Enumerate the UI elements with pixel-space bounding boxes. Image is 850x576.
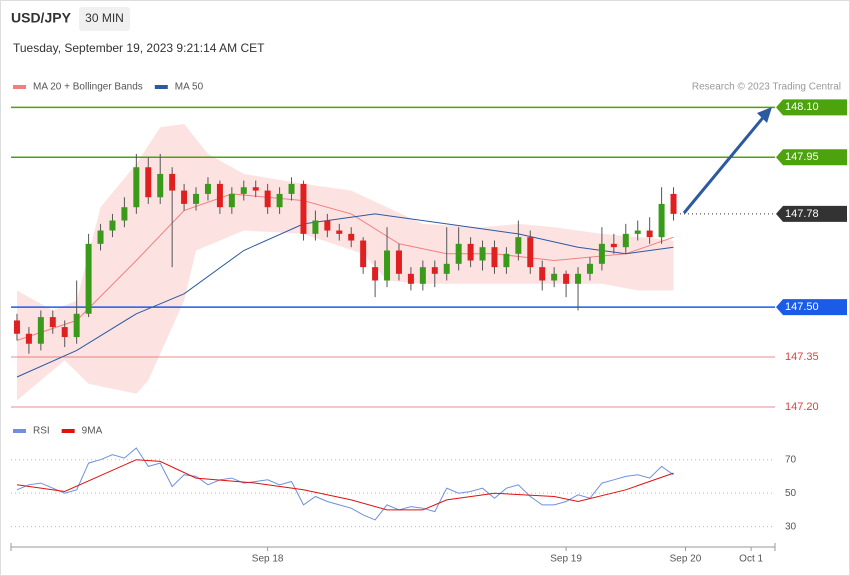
candle-body bbox=[455, 243, 462, 264]
level-tag bbox=[776, 299, 847, 316]
level-tag bbox=[776, 205, 847, 222]
x-tick-label: Sep 19 bbox=[550, 554, 582, 565]
candle-body bbox=[467, 243, 474, 261]
level-label: 147.20 bbox=[785, 401, 819, 413]
candle-body bbox=[670, 193, 677, 214]
credit: Research © 2023 Trading Central bbox=[692, 82, 841, 93]
x-tick-label: Sep 20 bbox=[670, 554, 702, 565]
x-tick-label: Sep 18 bbox=[252, 554, 284, 565]
candle-body bbox=[575, 273, 582, 284]
candle-body bbox=[49, 317, 56, 328]
legend-label: MA 50 bbox=[175, 82, 204, 93]
candle-body bbox=[181, 190, 188, 204]
level-label: 147.95 bbox=[785, 151, 819, 163]
legend-swatch bbox=[154, 85, 168, 89]
candle-body bbox=[336, 230, 343, 234]
legend-swatch bbox=[13, 429, 26, 433]
chart-title: USD/JPY bbox=[11, 10, 72, 26]
candle-body bbox=[503, 253, 510, 268]
candle-body bbox=[407, 273, 414, 284]
candle-body bbox=[37, 317, 44, 344]
ma-line bbox=[16, 193, 674, 341]
candle-body bbox=[276, 193, 283, 208]
candle-body bbox=[73, 313, 80, 338]
candle-body bbox=[419, 267, 426, 284]
candle-body bbox=[324, 220, 331, 231]
candle-body bbox=[216, 183, 223, 208]
level-label: 147.35 bbox=[785, 351, 819, 363]
level-label: 148.10 bbox=[785, 101, 819, 113]
candle-body bbox=[252, 187, 259, 191]
forecast-arrow-head bbox=[757, 107, 772, 123]
timeframe[interactable]: 30 MIN bbox=[85, 11, 124, 25]
legend-label: 9MA bbox=[82, 426, 103, 437]
candle-body bbox=[13, 320, 20, 334]
candle-body bbox=[395, 250, 402, 274]
candle-body bbox=[109, 220, 116, 231]
candle-body bbox=[193, 193, 200, 204]
candle-body bbox=[563, 273, 570, 284]
subtitle: Tuesday, September 19, 2023 9:21:14 AM C… bbox=[13, 41, 265, 55]
level-label: 147.78 bbox=[785, 208, 819, 220]
rsi-line bbox=[16, 447, 674, 521]
candle-body bbox=[431, 267, 438, 274]
rsi-line bbox=[16, 459, 674, 511]
candle-body bbox=[551, 273, 558, 281]
level-tag bbox=[776, 99, 847, 116]
candle-body bbox=[527, 237, 534, 268]
legend-label: MA 20 + Bollinger Bands bbox=[33, 82, 143, 93]
candle-body bbox=[25, 333, 32, 344]
level-tag bbox=[776, 149, 847, 166]
candle-body bbox=[121, 207, 128, 221]
candle-body bbox=[634, 230, 641, 234]
candle-body bbox=[443, 263, 450, 274]
candle-body bbox=[646, 230, 653, 238]
candle-body bbox=[85, 243, 92, 314]
y-tick-label: 50 bbox=[785, 488, 797, 499]
candle-body bbox=[372, 267, 379, 281]
candle-body bbox=[145, 167, 152, 198]
candle-body bbox=[228, 193, 235, 208]
candle-body bbox=[312, 220, 319, 234]
legend-swatch bbox=[61, 429, 75, 433]
forecast-arrow bbox=[682, 113, 768, 214]
ma-line bbox=[16, 213, 674, 378]
candle-body bbox=[133, 167, 140, 208]
candle-body bbox=[204, 183, 211, 194]
legend-label: RSI bbox=[33, 426, 50, 437]
candle-body bbox=[264, 190, 271, 208]
candle-body bbox=[539, 267, 546, 281]
candle-body bbox=[622, 233, 629, 248]
candle-body bbox=[169, 173, 176, 191]
candle-body bbox=[610, 243, 617, 248]
rsi-panel: 70 50 30 RSI 9MA Sep 18 Sep 19 Sep 20 Oct 1 bbox=[10, 426, 797, 565]
price-panel: 148.10 147.95 147.78 147.50 147.35 147.20 MA 2… bbox=[11, 82, 847, 413]
candle-body bbox=[360, 240, 367, 268]
candle-body bbox=[598, 243, 605, 264]
candle-body bbox=[348, 233, 355, 241]
candle-body bbox=[61, 327, 68, 338]
timeframe-box[interactable] bbox=[79, 7, 130, 31]
legend-swatch bbox=[13, 85, 26, 89]
y-tick-label: 70 bbox=[785, 454, 797, 465]
candle-body bbox=[586, 263, 593, 274]
candle-body bbox=[240, 187, 247, 194]
candle-body bbox=[491, 247, 498, 268]
candle-body bbox=[515, 237, 522, 254]
level-label: 147.50 bbox=[785, 301, 819, 313]
candle-body bbox=[288, 183, 295, 194]
y-tick-label: 30 bbox=[785, 521, 797, 532]
candle-body bbox=[384, 250, 391, 281]
candle-body bbox=[97, 230, 104, 244]
candle-body bbox=[479, 247, 486, 261]
x-tick-label: Oct 1 bbox=[739, 554, 763, 565]
candle-body bbox=[658, 203, 665, 238]
candle-body bbox=[300, 183, 307, 234]
candle-body bbox=[157, 173, 164, 198]
